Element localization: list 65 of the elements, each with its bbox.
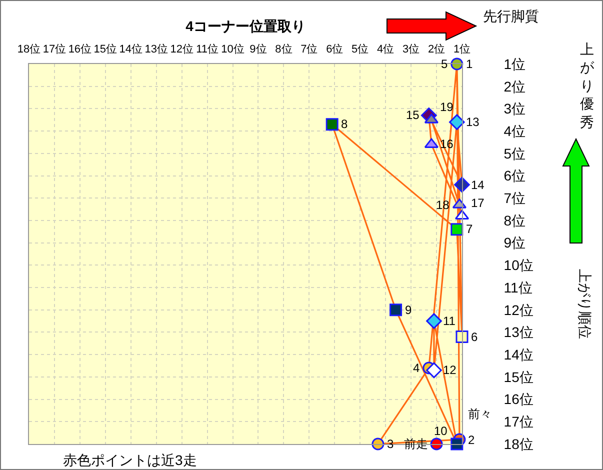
point bbox=[456, 330, 468, 343]
x-tick-label: 16位 bbox=[68, 44, 92, 56]
point bbox=[430, 438, 443, 450]
y-tick-label: 7位 bbox=[504, 190, 526, 206]
annotation: 14 bbox=[471, 178, 485, 192]
point bbox=[372, 438, 384, 450]
y-tick-label: 10位 bbox=[504, 257, 534, 274]
x-tick-label: 18位 bbox=[17, 44, 41, 56]
annotation: 5 bbox=[441, 57, 448, 71]
annotation: 11 bbox=[443, 314, 456, 328]
x-tick-label: 5位 bbox=[352, 44, 369, 56]
point bbox=[450, 223, 464, 236]
y-tick-label: 2位 bbox=[504, 78, 526, 94]
x-tick-label: 2位 bbox=[428, 44, 446, 56]
annotation: 4 bbox=[413, 361, 420, 375]
y-tick-label: 18位 bbox=[504, 436, 534, 452]
y-tick-label: 13位 bbox=[504, 324, 534, 340]
x-tick-label: 12位 bbox=[170, 44, 194, 56]
x-tick-label: 8位 bbox=[275, 44, 292, 56]
x-tick-label: 17位 bbox=[42, 44, 66, 56]
x-tick-label: 1位 bbox=[453, 44, 471, 56]
y-axis-title: 上がり順位 bbox=[577, 269, 593, 339]
annotation: 15 bbox=[406, 108, 420, 122]
y-tick-label: 5位 bbox=[504, 145, 526, 162]
point bbox=[426, 313, 442, 329]
y-tick-label: 9位 bbox=[504, 234, 526, 251]
annotation: 1 bbox=[466, 57, 473, 71]
annotation: 12 bbox=[443, 363, 457, 377]
point bbox=[449, 114, 465, 130]
y-tick-label: 1位 bbox=[504, 56, 526, 72]
annotation: 13 bbox=[466, 115, 480, 129]
y-tick-label: 12位 bbox=[504, 302, 534, 318]
y-tick-label: 3位 bbox=[504, 100, 526, 117]
annotation: 9 bbox=[405, 303, 412, 317]
x-tick-label: 11位 bbox=[196, 44, 218, 56]
x-tick-label: 9位 bbox=[250, 44, 267, 56]
y-tick-label: 17位 bbox=[504, 414, 534, 430]
x-axis-title: 4コーナー位置取り bbox=[186, 18, 306, 34]
x-tick-label: 3位 bbox=[402, 44, 420, 56]
x-tick-label: 4位 bbox=[377, 44, 394, 56]
y-tick-label: 6位 bbox=[504, 168, 526, 184]
point bbox=[390, 304, 402, 316]
annotation: 8 bbox=[341, 117, 348, 131]
annotation: 6 bbox=[471, 330, 478, 344]
y-tick-label: 4位 bbox=[504, 122, 526, 139]
annotation: 7 bbox=[466, 222, 473, 236]
y-tick-label: 16位 bbox=[504, 391, 534, 408]
text: 先行脚質 bbox=[483, 8, 539, 24]
x-tick-label: 10位 bbox=[221, 44, 244, 56]
annotation: 2 bbox=[468, 433, 475, 447]
y-tick-label: 8位 bbox=[504, 212, 526, 228]
x-tick-label: 15位 bbox=[94, 44, 118, 56]
annotation: 10 bbox=[434, 424, 448, 438]
point bbox=[326, 118, 338, 131]
annotation: 前々 bbox=[468, 407, 492, 421]
y-tick-label: 15位 bbox=[504, 368, 534, 385]
x-tick-label: 13位 bbox=[144, 44, 168, 56]
y-tick-label: 14位 bbox=[504, 346, 534, 362]
text: 赤色ポイントは近3走 bbox=[63, 452, 197, 468]
y-tick-label: 11位 bbox=[504, 279, 532, 296]
text: 上がり優秀 bbox=[580, 41, 595, 130]
x-tick-label: 7位 bbox=[300, 44, 318, 56]
annotation: 17 bbox=[471, 196, 485, 210]
x-tick-label: 6位 bbox=[326, 44, 344, 56]
x-tick-label: 14位 bbox=[119, 44, 143, 56]
